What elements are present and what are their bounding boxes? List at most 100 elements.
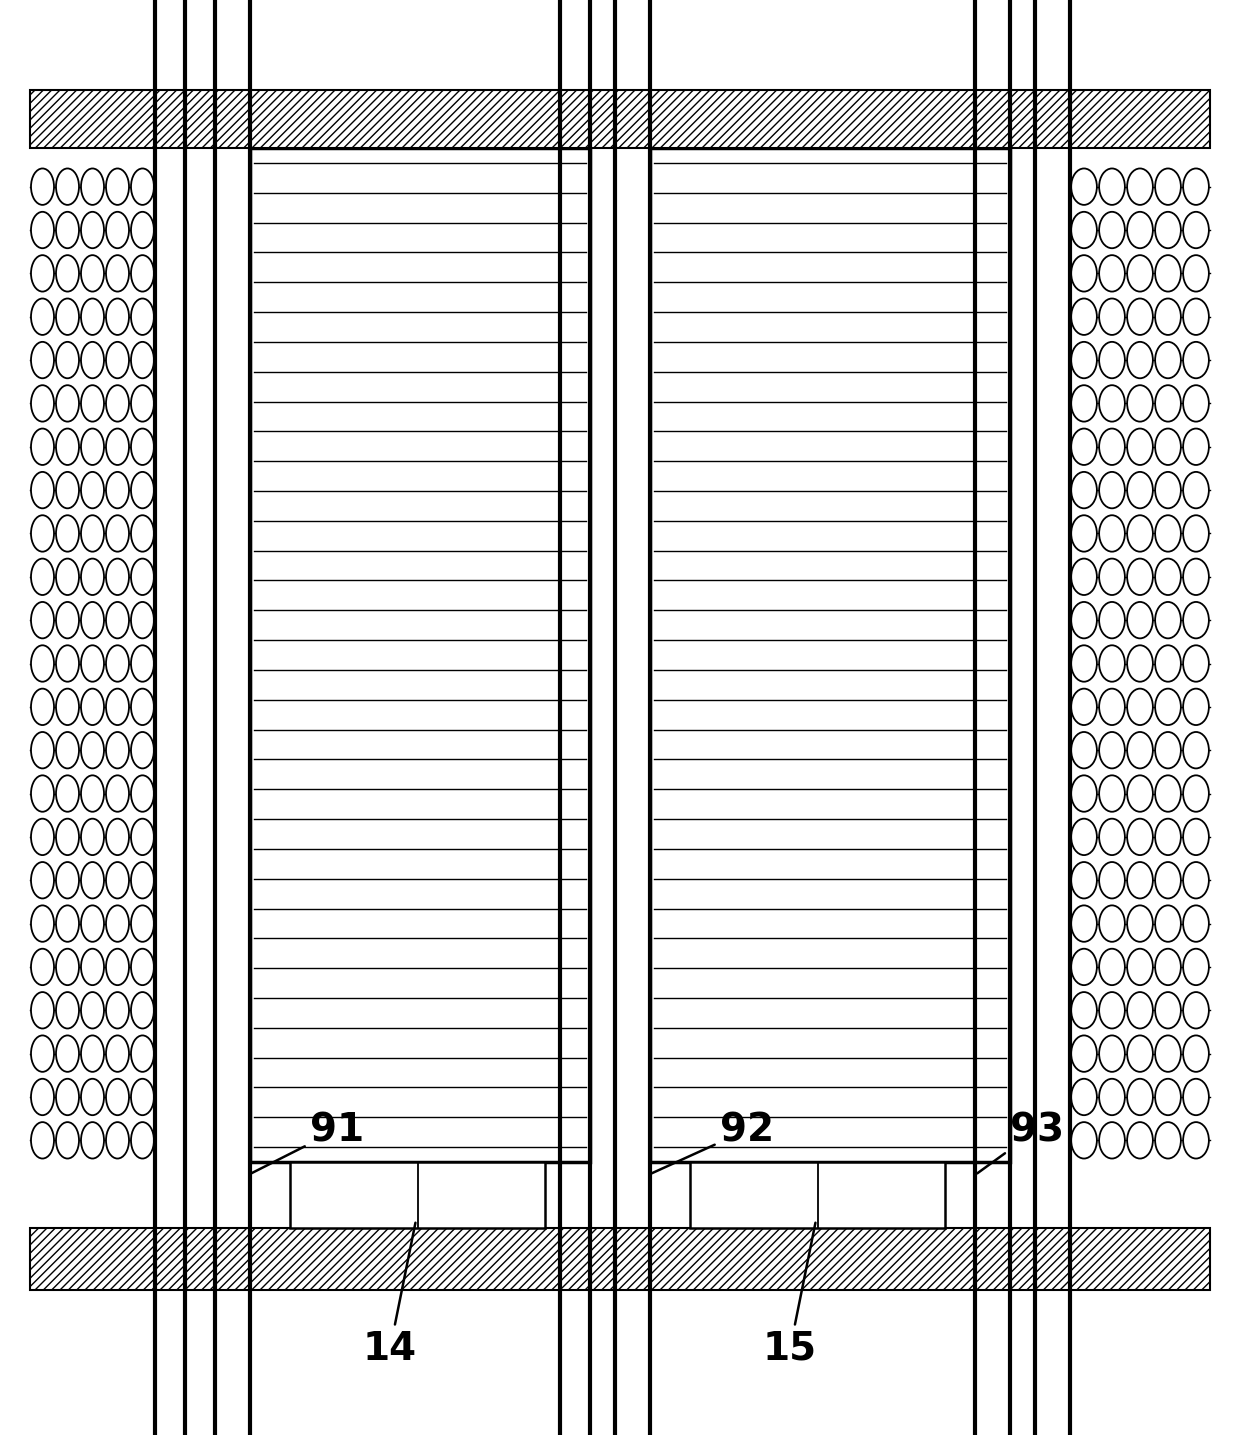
Ellipse shape <box>1156 342 1180 379</box>
Ellipse shape <box>1099 601 1125 639</box>
Ellipse shape <box>1127 168 1153 205</box>
Bar <box>30 90 1210 148</box>
Ellipse shape <box>1127 515 1153 551</box>
Ellipse shape <box>1183 1122 1209 1158</box>
Ellipse shape <box>1099 819 1125 855</box>
Ellipse shape <box>1099 342 1125 379</box>
Ellipse shape <box>81 905 104 941</box>
Ellipse shape <box>1183 905 1209 941</box>
Ellipse shape <box>81 429 104 465</box>
Ellipse shape <box>1127 732 1153 768</box>
Ellipse shape <box>1099 992 1125 1029</box>
Ellipse shape <box>1099 949 1125 986</box>
Ellipse shape <box>1156 646 1180 682</box>
Ellipse shape <box>81 342 104 379</box>
Ellipse shape <box>1071 689 1097 725</box>
Ellipse shape <box>1156 515 1180 551</box>
Bar <box>250 148 590 1162</box>
Ellipse shape <box>1156 775 1180 812</box>
Ellipse shape <box>1127 429 1153 465</box>
Ellipse shape <box>56 515 79 551</box>
Ellipse shape <box>131 1079 154 1115</box>
Ellipse shape <box>56 601 79 639</box>
Ellipse shape <box>1127 689 1153 725</box>
Ellipse shape <box>105 862 129 898</box>
Ellipse shape <box>131 385 154 422</box>
Ellipse shape <box>31 255 55 291</box>
Ellipse shape <box>105 385 129 422</box>
Ellipse shape <box>56 992 79 1029</box>
Ellipse shape <box>1127 1036 1153 1072</box>
Ellipse shape <box>1127 558 1153 596</box>
Ellipse shape <box>1156 601 1180 639</box>
Ellipse shape <box>1183 862 1209 898</box>
Ellipse shape <box>131 1122 154 1158</box>
Ellipse shape <box>131 905 154 941</box>
Ellipse shape <box>81 601 104 639</box>
Ellipse shape <box>1099 385 1125 422</box>
Text: 14: 14 <box>363 1223 417 1368</box>
Ellipse shape <box>1156 1079 1180 1115</box>
Ellipse shape <box>105 472 129 508</box>
Ellipse shape <box>1071 472 1097 508</box>
Ellipse shape <box>31 819 55 855</box>
Ellipse shape <box>31 1036 55 1072</box>
Ellipse shape <box>1099 515 1125 551</box>
Ellipse shape <box>1071 905 1097 941</box>
Ellipse shape <box>1071 385 1097 422</box>
Ellipse shape <box>1156 212 1180 248</box>
Ellipse shape <box>131 949 154 986</box>
Ellipse shape <box>31 689 55 725</box>
Ellipse shape <box>31 949 55 986</box>
Ellipse shape <box>1127 905 1153 941</box>
Ellipse shape <box>56 819 79 855</box>
Ellipse shape <box>56 949 79 986</box>
Ellipse shape <box>1099 732 1125 768</box>
Ellipse shape <box>1156 862 1180 898</box>
Ellipse shape <box>31 775 55 812</box>
Ellipse shape <box>1183 1036 1209 1072</box>
Ellipse shape <box>81 298 104 334</box>
Ellipse shape <box>31 601 55 639</box>
Text: 15: 15 <box>763 1223 817 1368</box>
Ellipse shape <box>105 949 129 986</box>
Ellipse shape <box>1071 558 1097 596</box>
Ellipse shape <box>1156 949 1180 986</box>
Ellipse shape <box>1183 515 1209 551</box>
Ellipse shape <box>1156 472 1180 508</box>
Ellipse shape <box>1127 298 1153 334</box>
Ellipse shape <box>56 775 79 812</box>
Ellipse shape <box>105 646 129 682</box>
Ellipse shape <box>81 1122 104 1158</box>
Ellipse shape <box>56 385 79 422</box>
Ellipse shape <box>31 1122 55 1158</box>
Ellipse shape <box>131 601 154 639</box>
Ellipse shape <box>1099 646 1125 682</box>
Ellipse shape <box>56 342 79 379</box>
Ellipse shape <box>131 775 154 812</box>
Ellipse shape <box>1071 429 1097 465</box>
Ellipse shape <box>1183 949 1209 986</box>
Ellipse shape <box>1071 646 1097 682</box>
Ellipse shape <box>1071 601 1097 639</box>
Ellipse shape <box>1071 992 1097 1029</box>
Ellipse shape <box>1099 862 1125 898</box>
Ellipse shape <box>1156 732 1180 768</box>
Ellipse shape <box>81 949 104 986</box>
Ellipse shape <box>1183 1079 1209 1115</box>
Ellipse shape <box>31 168 55 205</box>
Bar <box>650 148 1011 1162</box>
Ellipse shape <box>1183 819 1209 855</box>
Ellipse shape <box>56 298 79 334</box>
Bar <box>30 1228 1210 1290</box>
Ellipse shape <box>105 775 129 812</box>
Ellipse shape <box>31 862 55 898</box>
Ellipse shape <box>81 558 104 596</box>
Ellipse shape <box>1127 255 1153 291</box>
Ellipse shape <box>1183 732 1209 768</box>
Ellipse shape <box>56 905 79 941</box>
Ellipse shape <box>1071 342 1097 379</box>
Ellipse shape <box>31 515 55 551</box>
Text: 92: 92 <box>651 1111 774 1174</box>
Ellipse shape <box>105 819 129 855</box>
